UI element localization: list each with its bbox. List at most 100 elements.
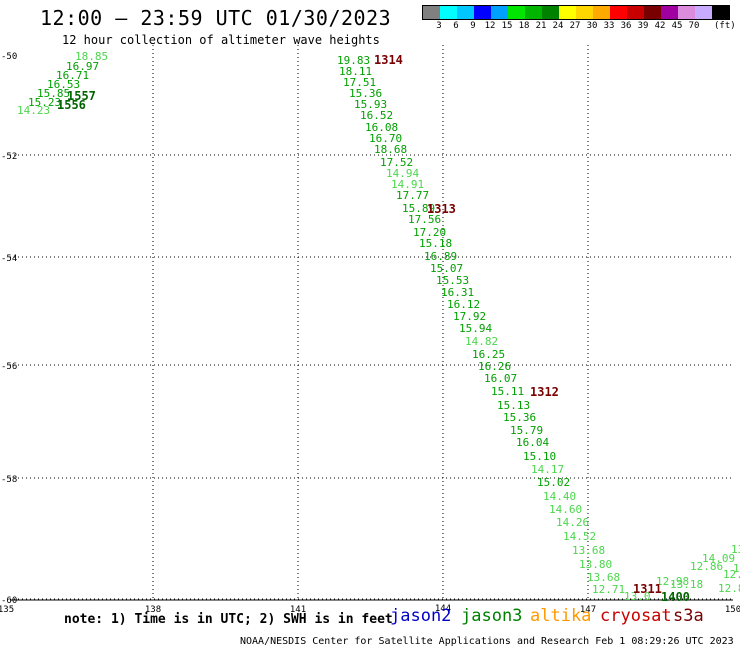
swh-value: 15.93 bbox=[354, 98, 387, 111]
swh-value: 12. bbox=[723, 568, 740, 581]
swh-value: 12.8 bbox=[718, 582, 740, 595]
swh-value: 15.18 bbox=[419, 237, 452, 250]
swh-value: 17.92 bbox=[453, 310, 486, 323]
legend-swatch bbox=[695, 6, 712, 19]
satellite-jason2: jason2 bbox=[390, 606, 452, 626]
track-label: 1314 bbox=[374, 53, 403, 67]
satellite-cryosat: cryosat bbox=[600, 606, 672, 626]
track-label: 1312 bbox=[530, 385, 559, 399]
swh-value: 17.56 bbox=[408, 213, 441, 226]
track-label: 1400 bbox=[661, 590, 690, 604]
lat-label: -52 bbox=[1, 152, 17, 162]
legend-unit: (ft) bbox=[714, 21, 736, 31]
swh-value: 15.89 bbox=[402, 202, 435, 215]
swh-value: 14.23 bbox=[17, 104, 50, 117]
legend-label: 70 bbox=[688, 21, 700, 31]
swh-value: 14.91 bbox=[391, 178, 424, 191]
swh-value: 14.94 bbox=[386, 167, 419, 180]
legend-swatch bbox=[593, 6, 610, 19]
swh-value: 17.20 bbox=[413, 226, 446, 239]
legend-label: 27 bbox=[569, 21, 581, 31]
swh-value: 14.40 bbox=[543, 490, 576, 503]
swh-value: 15.23 bbox=[28, 96, 61, 109]
legend-swatch bbox=[661, 6, 678, 19]
swh-value: 13.4 bbox=[731, 543, 740, 556]
swh-value: 14.09 bbox=[702, 552, 735, 565]
lon-label: 135 bbox=[0, 605, 14, 615]
track-label: 1556 bbox=[57, 98, 86, 112]
swh-value: 18.11 bbox=[339, 65, 372, 78]
legend-swatch bbox=[423, 6, 440, 19]
swh-value: 16.70 bbox=[369, 132, 402, 145]
legend-swatch bbox=[627, 6, 644, 19]
swh-value: 15.53 bbox=[436, 274, 469, 287]
swh-value: 12.71 bbox=[592, 583, 625, 596]
legend-label: 6 bbox=[453, 21, 459, 31]
swh-value: 15.79 bbox=[510, 424, 543, 437]
legend-label: 39 bbox=[637, 21, 649, 31]
swh-value: 13.18 bbox=[670, 578, 703, 591]
legend-label: 36 bbox=[620, 21, 632, 31]
lat-label: -56 bbox=[1, 362, 17, 372]
satellite-s3a: s3a bbox=[673, 606, 704, 626]
legend-label: 21 bbox=[535, 21, 547, 31]
lat-label: -54 bbox=[1, 254, 17, 264]
swh-value: 15.94 bbox=[459, 322, 492, 335]
swh-value: 15.13 bbox=[497, 399, 530, 412]
swh-value: 13.80 bbox=[579, 558, 612, 571]
swh-value: 16.04 bbox=[516, 436, 549, 449]
legend-label: 3 bbox=[436, 21, 442, 31]
swh-value: 14.17 bbox=[531, 463, 564, 476]
swh-value: 16.52 bbox=[360, 109, 393, 122]
legend-swatch bbox=[440, 6, 457, 19]
legend-label: 45 bbox=[671, 21, 683, 31]
swh-value: 14.52 bbox=[563, 530, 596, 543]
swh-value: 18.85 bbox=[75, 50, 108, 63]
swh-value: 16.12 bbox=[447, 298, 480, 311]
legend-swatch bbox=[491, 6, 508, 19]
legend-swatch bbox=[542, 6, 559, 19]
footnote: note: 1) Time is in UTC; 2) SWH is in fe… bbox=[64, 612, 393, 627]
swh-value: 16.71 bbox=[56, 69, 89, 82]
swh-value: 14.82 bbox=[465, 335, 498, 348]
credit-line: NOAA/NESDIS Center for Satellite Applica… bbox=[240, 636, 734, 647]
legend-label: 15 bbox=[501, 21, 513, 31]
swh-value: 14.60 bbox=[549, 503, 582, 516]
swh-value: 13. bbox=[733, 562, 740, 575]
legend-swatch bbox=[678, 6, 695, 19]
swh-value: 17.51 bbox=[343, 76, 376, 89]
lon-label: 138 bbox=[145, 605, 161, 615]
legend-label: 42 bbox=[654, 21, 666, 31]
swh-value: 19.83 bbox=[337, 54, 370, 67]
swh-value: 13.68 bbox=[572, 544, 605, 557]
swh-value: 16.89 bbox=[424, 250, 457, 263]
legend-swatch bbox=[644, 6, 661, 19]
lat-label: -60 bbox=[1, 596, 17, 606]
legend-label: 24 bbox=[552, 21, 564, 31]
swh-value: 18.68 bbox=[374, 143, 407, 156]
swh-value: 15.36 bbox=[349, 87, 382, 100]
swh-value: 17.77 bbox=[396, 189, 429, 202]
track-label: 1311 bbox=[633, 582, 662, 596]
swh-value: 13.0 bbox=[624, 590, 651, 603]
satellite-altika: altika bbox=[530, 606, 592, 626]
page-title: 12:00 — 23:59 UTC 01/30/2023 bbox=[40, 6, 392, 30]
legend-label: 18 bbox=[518, 21, 530, 31]
swh-value: 16.97 bbox=[66, 60, 99, 73]
lon-label: 144 bbox=[435, 604, 451, 614]
swh-value: 15.10 bbox=[523, 450, 556, 463]
legend-swatch bbox=[610, 6, 627, 19]
swh-value: 12.86 bbox=[690, 560, 723, 573]
legend-swatch bbox=[559, 6, 576, 19]
swh-value: 17.52 bbox=[380, 156, 413, 169]
swh-value: 13.68 bbox=[587, 571, 620, 584]
swh-value: 15.07 bbox=[430, 262, 463, 275]
lon-label: 147 bbox=[580, 605, 596, 615]
satellite-jason3: jason3 bbox=[461, 606, 523, 626]
legend-swatch bbox=[457, 6, 474, 19]
lat-label: -58 bbox=[1, 475, 17, 485]
swh-value: 14.26 bbox=[556, 516, 589, 529]
swh-value: 16.53 bbox=[47, 78, 80, 91]
legend-swatch bbox=[474, 6, 491, 19]
